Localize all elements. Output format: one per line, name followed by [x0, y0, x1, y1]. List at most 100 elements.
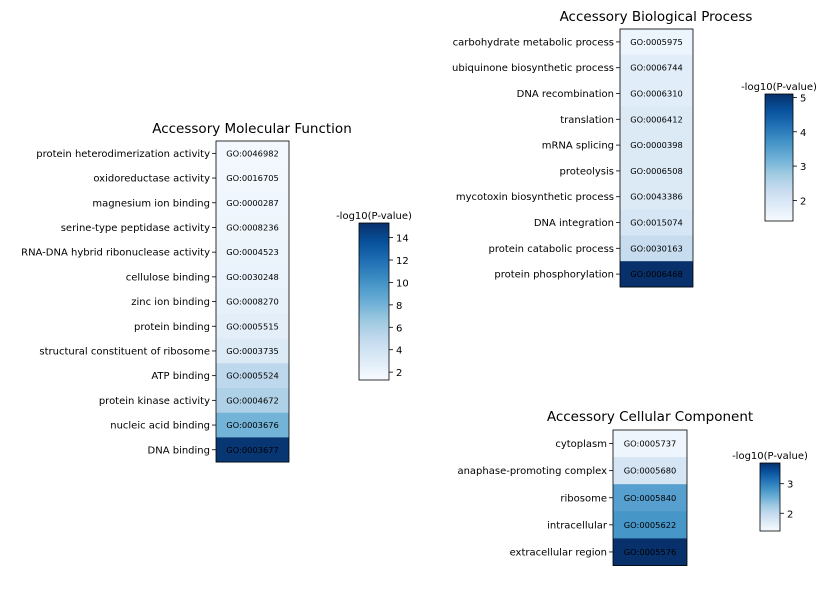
colorbar-tick-label: 4: [396, 346, 402, 357]
row-label: protein catabolic process: [488, 244, 614, 255]
row-label: ATP binding: [151, 371, 210, 382]
heatmap-frame: [612, 429, 688, 566]
go-id-label: GO:0043386: [630, 192, 683, 202]
row-label: protein heterodimerization activity: [36, 149, 210, 160]
colorbar-label: -log10(P-value): [732, 451, 808, 462]
colorbar: -log10(P-value) 2 3 4 5: [741, 82, 817, 222]
heatmap-panel-accessory-molecular-function: Accessory Molecular Function GO:0046982 pr…: [21, 121, 412, 463]
row-label: protein phosphorylation: [494, 270, 614, 281]
heatmap-cell: [620, 106, 693, 133]
heatmap-cell: [216, 190, 289, 216]
go-id-label: GO:0008270: [226, 297, 279, 307]
heatmap-cell: [620, 209, 693, 236]
go-id-label: GO:0008236: [226, 222, 279, 232]
colorbar-label: -log10(P-value): [741, 82, 817, 93]
heatmap-cell: [620, 54, 693, 81]
heatmap-cell: [620, 158, 693, 185]
row-label: structural constituent of ribosome: [39, 346, 210, 357]
row-label: protein kinase activity: [99, 396, 210, 407]
colorbar-tick-label: 3: [800, 162, 806, 173]
go-id-label: GO:0005975: [630, 37, 683, 47]
go-id-label: GO:0004523: [226, 247, 279, 257]
go-id-label: GO:0006310: [630, 89, 683, 99]
row-label: zinc ion binding: [131, 297, 210, 308]
go-id-label: GO:0005680: [624, 466, 677, 476]
heatmap-cell: [613, 430, 687, 458]
go-id-label: GO:0046982: [226, 148, 279, 158]
row-label: ribosome: [560, 493, 607, 504]
heatmap-cell: [216, 313, 289, 339]
row-label: protein binding: [134, 322, 210, 333]
heatmap-cell: [620, 235, 693, 262]
heatmap-cell: [613, 511, 687, 539]
go-id-label: GO:0003735: [226, 346, 279, 356]
heatmap-cell: [620, 261, 693, 288]
row-label: translation: [560, 115, 614, 126]
row-label: mRNA splicing: [542, 141, 614, 152]
colorbar-tick-label: 4: [800, 128, 806, 139]
row-label: DNA recombination: [517, 89, 614, 100]
colorbar-tick-label: 3: [787, 480, 793, 491]
go-id-label: GO:0015074: [630, 218, 683, 228]
heatmap-frame: [215, 140, 290, 463]
heatmap-cell: [216, 338, 289, 364]
colorbar-tick-label: 2: [800, 196, 806, 207]
heatmap-cell: [216, 141, 289, 167]
colorbar-gradient: [759, 462, 781, 532]
chart-title: Accessory Biological Process: [560, 9, 753, 25]
go-id-label: GO:0006508: [630, 166, 683, 176]
go-id-label: GO:0000398: [630, 140, 683, 150]
colorbar-label: -log10(P-value): [336, 211, 412, 222]
heatmap-cell: [216, 264, 289, 290]
row-label: intracellular: [547, 520, 608, 531]
go-id-label: GO:0030163: [630, 243, 683, 253]
row-label: ubiquinone biosynthetic process: [452, 63, 614, 74]
row-label: RNA-DNA hybrid ribonuclease activity: [21, 248, 210, 259]
colorbar-tick-label: 2: [396, 368, 402, 379]
heatmap-cell: [613, 538, 687, 566]
go-id-label: GO:0030248: [226, 272, 279, 282]
colorbar-gradient: [764, 93, 794, 222]
heatmap-cell: [613, 484, 687, 512]
go-id-label: GO:0006412: [630, 114, 683, 124]
go-id-label: GO:0005515: [226, 321, 279, 331]
heatmap-cell: [216, 165, 289, 191]
go-id-label: GO:0005622: [624, 520, 677, 530]
go-id-label: GO:0005737: [624, 439, 677, 449]
heatmap-cell: [216, 289, 289, 315]
colorbar-tick-label: 12: [396, 256, 409, 267]
heatmap-cell: [620, 183, 693, 210]
go-id-label: GO:0005524: [226, 371, 279, 381]
heatmap-panel-accessory-cellular-component: Accessory Cellular Component GO:0005737 cy…: [457, 409, 808, 566]
colorbar-gradient: [358, 222, 390, 381]
colorbar-tick-label: 2: [787, 509, 793, 520]
row-label: anaphase-promoting complex: [457, 466, 607, 477]
colorbar: -log10(P-value) 2 4 6 8 10 12 14: [336, 211, 412, 381]
heatmap-cell: [620, 29, 693, 56]
row-label: proteolysis: [560, 166, 614, 177]
go-id-label: GO:0006744: [630, 63, 683, 73]
row-label: carbohydrate metabolic process: [453, 37, 614, 48]
row-label: nucleic acid binding: [110, 421, 210, 432]
go-id-label: GO:0005576: [624, 547, 677, 557]
row-label: extracellular region: [510, 547, 607, 558]
go-id-label: GO:0005840: [624, 493, 677, 503]
heatmap-cell: [216, 437, 289, 463]
heatmap-cell: [216, 215, 289, 241]
go-id-label: GO:0016705: [226, 173, 279, 183]
go-id-label: GO:0004672: [226, 395, 279, 405]
heatmap-cell: [216, 363, 289, 389]
heatmap-panel-accessory-biological-process: Accessory Biological Process GO:0005975 ca…: [452, 9, 817, 288]
chart-title: Accessory Molecular Function: [152, 121, 352, 137]
row-label: DNA integration: [534, 218, 614, 229]
row-label: serine-type peptidase activity: [61, 223, 210, 234]
row-label: magnesium ion binding: [92, 198, 210, 209]
chart-title: Accessory Cellular Component: [547, 409, 753, 425]
heatmap-frame: [619, 28, 694, 288]
colorbar-tick-label: 14: [396, 234, 409, 245]
heatmap-cell: [620, 80, 693, 107]
heatmap-cell: [216, 388, 289, 414]
colorbar-tick-label: 10: [396, 278, 409, 289]
go-id-label: GO:0003676: [226, 420, 279, 430]
